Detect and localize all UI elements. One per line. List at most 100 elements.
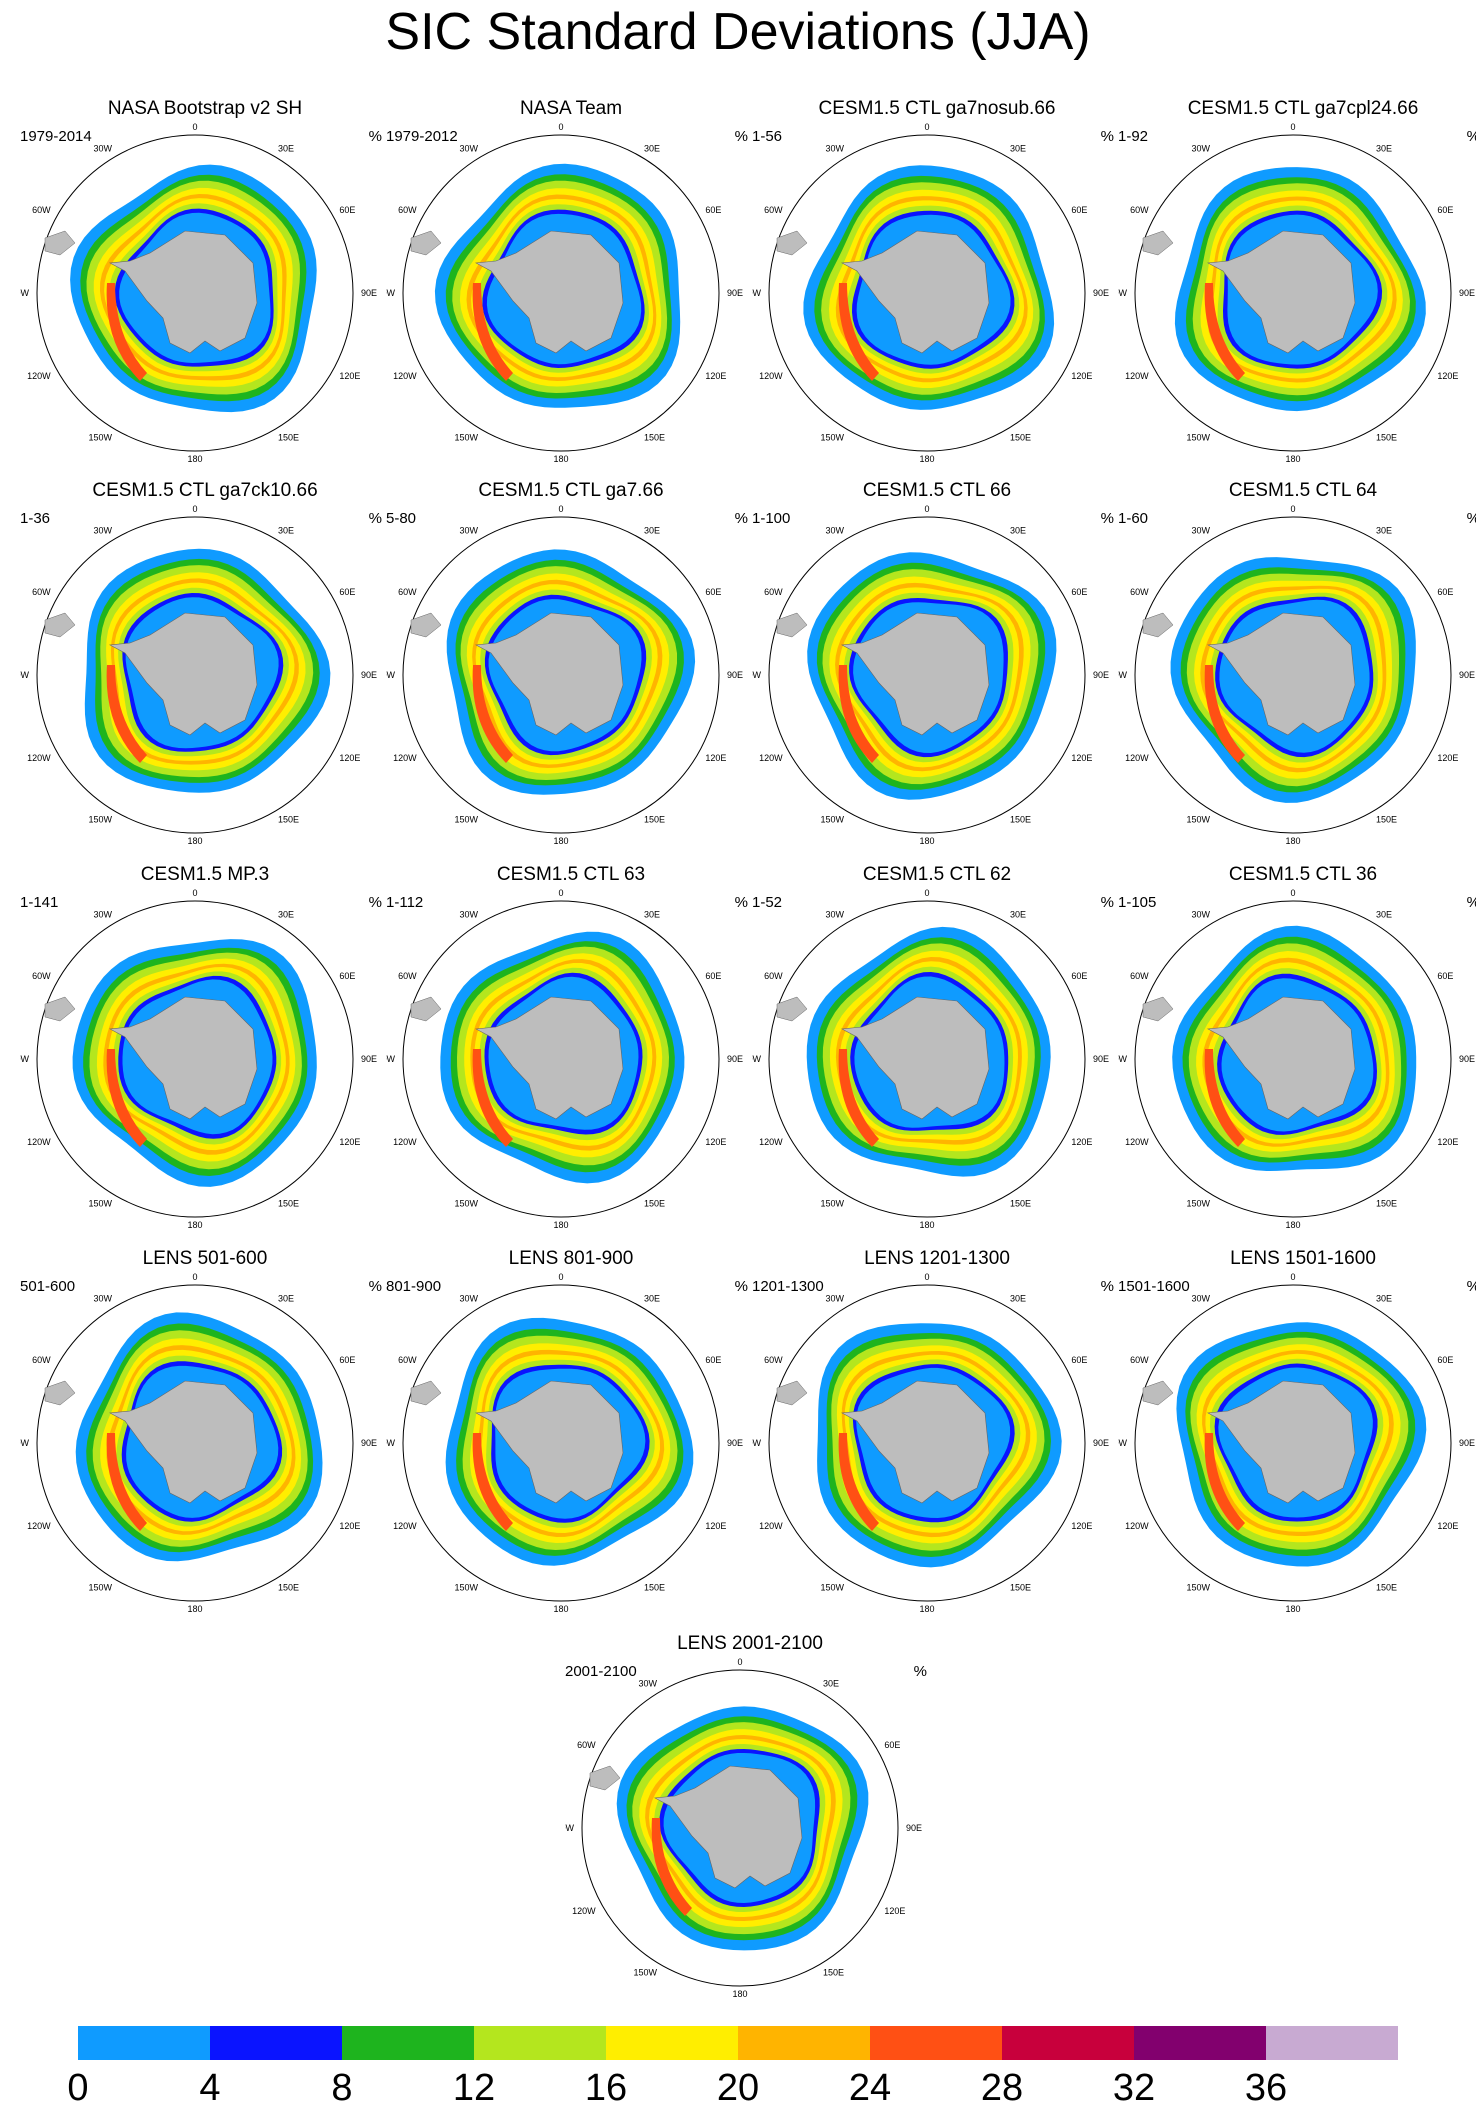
- longitude-label: 90E: [1093, 288, 1109, 298]
- longitude-label: 150E: [644, 1582, 665, 1592]
- longitude-label: 0: [737, 1657, 742, 1667]
- polar-stereographic-map: 0 30E 60E 90E 120E 150E 180 150W 120W 90W 60W 30W: [386, 504, 743, 846]
- south-america-tip: [776, 612, 808, 638]
- sic-band-24-28-hotspot: [838, 665, 879, 763]
- panel-year-range: 1-56: [752, 128, 783, 145]
- longitude-label: 150W: [1186, 1198, 1210, 1208]
- map-panel: CESM1.5 CTL ga7cpl24.66 1-92% 0 30E 60E 90E 12…: [1118, 98, 1476, 483]
- longitude-label: 60E: [705, 971, 721, 981]
- longitude-label: 30W: [1191, 144, 1210, 154]
- longitude-label: 150E: [1010, 1198, 1031, 1208]
- longitude-label: 60E: [1071, 971, 1087, 981]
- longitude-label: 120E: [339, 1521, 360, 1531]
- longitude-label: 90E: [727, 288, 743, 298]
- longitude-label: 60W: [32, 587, 51, 597]
- panel-year-range: 1201-1300: [752, 1278, 824, 1295]
- antarctica-landmass: [840, 1380, 990, 1504]
- longitude-label: 0: [1290, 888, 1295, 898]
- longitude-label: 120W: [27, 753, 51, 763]
- polar-stereographic-map: 0 30E 60E 90E 120E 150E 180 150W 120W 90W 60W 30W: [20, 888, 377, 1230]
- panel-year-range: 501-600: [20, 1278, 76, 1295]
- longitude-label: 120W: [759, 371, 783, 381]
- longitude-label: 180: [919, 1220, 934, 1230]
- south-america-tip: [44, 1380, 76, 1406]
- colorbar-tick-label: 16: [584, 2067, 628, 2109]
- map-panel: CESM1.5 CTL ga7ck10.66 1-36% 0 30E 60E 90E 120…: [20, 480, 390, 865]
- map-panel: LENS 501-600 501-600% 0 30E 60E 90E 120E 150E 18…: [20, 1248, 390, 1633]
- longitude-label: 120E: [705, 1137, 726, 1147]
- longitude-label: 60W: [32, 205, 51, 215]
- longitude-label: 120E: [339, 371, 360, 381]
- longitude-label: 120W: [393, 371, 417, 381]
- sic-band-24-28-hotspot: [838, 283, 879, 381]
- longitude-label: 30E: [644, 1294, 660, 1304]
- longitude-label: 120E: [1071, 753, 1092, 763]
- colorbar-tick-label: 24: [848, 2067, 892, 2109]
- longitude-label: 60W: [398, 1355, 417, 1365]
- longitude-label: 120E: [884, 1906, 905, 1916]
- panel-title: CESM1.5 CTL 63: [496, 864, 646, 885]
- map-panel: CESM1.5 CTL ga7nosub.66 1-56% 0 30E 60E 90E 12…: [752, 98, 1122, 483]
- longitude-label: 0: [1290, 122, 1295, 132]
- longitude-label: 0: [192, 122, 197, 132]
- longitude-label: 0: [924, 1272, 929, 1282]
- longitude-label: 180: [553, 1604, 568, 1614]
- panel-title: NASA Team: [519, 98, 623, 119]
- longitude-label: 120E: [705, 371, 726, 381]
- panel-year-range: 1979-2012: [386, 128, 458, 145]
- panel-title: LENS 1501-1600: [1230, 1248, 1376, 1269]
- longitude-label: 90E: [361, 1054, 377, 1064]
- longitude-label: 0: [1290, 504, 1295, 514]
- sic-band-24-28-hotspot: [1204, 665, 1245, 763]
- longitude-label: 60W: [32, 1355, 51, 1365]
- south-america-tip: [776, 996, 808, 1022]
- longitude-label: 0: [558, 888, 563, 898]
- south-america-tip: [589, 1765, 621, 1791]
- longitude-label: 120E: [339, 753, 360, 763]
- antarctica-landmass: [1206, 1380, 1356, 1504]
- longitude-label: 150W: [88, 1198, 112, 1208]
- panel-year-range: 5-80: [386, 510, 417, 527]
- polar-stereographic-map: 0 30E 60E 90E 120E 150E 180 150W 120W 90W 60W 30W: [20, 504, 377, 846]
- map-panel: CESM1.5 MP.3 1-141% 0 30E 60E 90E 120E 150E 180 1…: [20, 864, 390, 1249]
- longitude-label: 180: [187, 454, 202, 464]
- longitude-label: 0: [558, 504, 563, 514]
- panel-title: LENS 801-900: [508, 1248, 634, 1269]
- panel-unit: %: [734, 510, 748, 527]
- colorbar-swatch: [342, 2026, 474, 2060]
- longitude-label: 90W: [1118, 288, 1127, 298]
- panel-year-range: 1-52: [752, 894, 783, 911]
- longitude-label: 180: [187, 1604, 202, 1614]
- longitude-label: 180: [187, 1220, 202, 1230]
- longitude-label: 60E: [1437, 205, 1453, 215]
- south-america-tip: [1142, 1380, 1174, 1406]
- panel-unit: %: [734, 128, 748, 145]
- longitude-label: 30E: [1376, 1294, 1392, 1304]
- panel-unit: %: [1100, 1278, 1114, 1295]
- longitude-label: 30E: [644, 144, 660, 154]
- longitude-label: 150E: [1376, 1582, 1397, 1592]
- panel-unit: %: [368, 128, 382, 145]
- longitude-label: 90W: [752, 1438, 761, 1448]
- longitude-label: 30W: [825, 1294, 844, 1304]
- panel-title: CESM1.5 CTL ga7.66: [478, 480, 664, 501]
- panel-title: LENS 2001-2100: [677, 1633, 823, 1654]
- longitude-label: 30W: [459, 910, 478, 920]
- longitude-label: 30E: [1010, 1294, 1026, 1304]
- panel-unit: %: [1100, 510, 1114, 527]
- colorbar-swatch: [78, 2026, 210, 2060]
- longitude-label: 60E: [1437, 1355, 1453, 1365]
- panel-year-range: 1-105: [1118, 894, 1157, 911]
- longitude-label: 90W: [752, 288, 761, 298]
- longitude-label: 60E: [1071, 205, 1087, 215]
- map-panel: NASA Team 1979-2012% 0 30E 60E 90E 120E 150E 180…: [386, 98, 756, 483]
- longitude-label: 90W: [20, 670, 29, 680]
- colorbar: [78, 2026, 1398, 2062]
- panel-unit: %: [1467, 894, 1476, 912]
- polar-stereographic-map: 0 30E 60E 90E 120E 150E 180 150W 120W 90W 60W 30W: [1118, 1272, 1475, 1614]
- south-america-tip: [410, 1380, 442, 1406]
- longitude-label: 30W: [1191, 1294, 1210, 1304]
- longitude-label: 180: [732, 1989, 747, 1999]
- longitude-label: 120E: [1437, 371, 1458, 381]
- longitude-label: 60W: [1130, 587, 1149, 597]
